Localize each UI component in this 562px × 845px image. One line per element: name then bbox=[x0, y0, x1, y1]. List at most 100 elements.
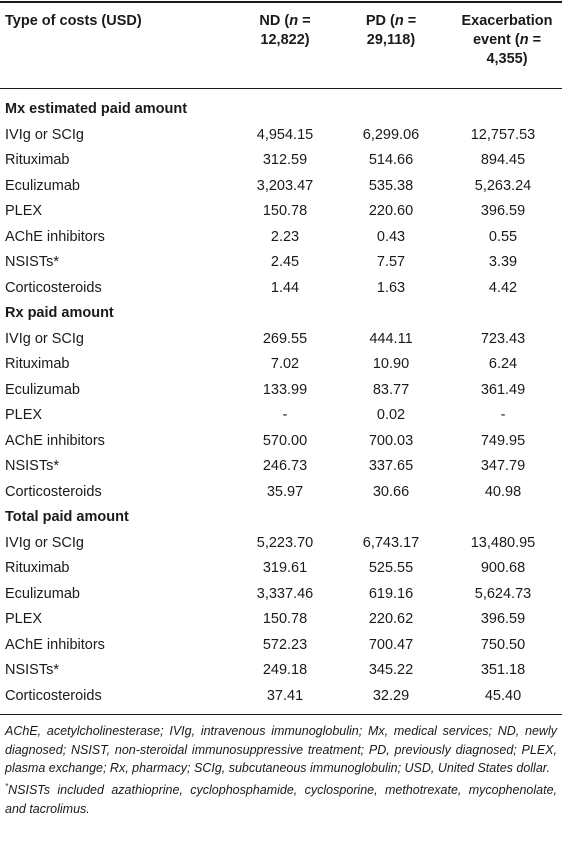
row-label: Rituximab bbox=[5, 560, 70, 576]
table-row: PLEX 150.78 220.62 396.59 bbox=[0, 609, 562, 635]
header-pd-n: n bbox=[394, 13, 404, 29]
cell-ex: 0.55 bbox=[488, 228, 518, 245]
cell-ex: 894.45 bbox=[480, 152, 526, 168]
abbreviations-footnote: AChE, acetylcholinesterase; IVIg, intrav… bbox=[5, 722, 557, 778]
cell-ex: 4.42 bbox=[488, 279, 518, 296]
cell-pd: 700.47 bbox=[368, 636, 414, 653]
header-exacerbation-count: 4,355) bbox=[486, 51, 528, 67]
row-label: NSISTs* bbox=[5, 254, 59, 270]
cell-nd: 2.45 bbox=[270, 254, 300, 270]
top-rule bbox=[0, 1, 562, 3]
cell-ex: 396.59 bbox=[480, 203, 526, 219]
cell-nd: 37.41 bbox=[266, 687, 304, 704]
cell-ex: 40.98 bbox=[484, 483, 522, 500]
row-label: PLEX bbox=[5, 407, 43, 423]
row-label: AChE inhibitors bbox=[5, 432, 105, 449]
cell-pd: 0.43 bbox=[376, 228, 406, 245]
table-row: Rituximab 312.59 514.66 894.45 bbox=[0, 150, 562, 176]
cell-pd: 514.66 bbox=[368, 152, 414, 168]
header-nd-prefix: ND ( bbox=[259, 13, 290, 29]
cell-pd: 7.57 bbox=[376, 254, 406, 270]
row-label: Rituximab bbox=[5, 152, 70, 168]
header-nd: ND (n = 12,822) bbox=[240, 12, 330, 50]
nsist-footnote-text: NSISTs included azathioprine, cyclophosp… bbox=[5, 783, 557, 816]
section-row: Mx estimated paid amount bbox=[0, 99, 562, 125]
cell-ex: 361.49 bbox=[480, 381, 526, 398]
row-label: IVIg or SCIg bbox=[5, 330, 84, 347]
header-nd-n: n bbox=[289, 13, 299, 29]
cell-nd: 7.02 bbox=[270, 356, 300, 372]
cell-nd: 246.73 bbox=[262, 458, 308, 474]
table-row: Rituximab 7.02 10.90 6.24 bbox=[0, 354, 562, 380]
table-row: NSISTs* 246.73 337.65 347.79 bbox=[0, 456, 562, 482]
cell-pd: 700.03 bbox=[368, 432, 414, 449]
cell-nd: 570.00 bbox=[262, 432, 308, 449]
table-row: AChE inhibitors 572.23 700.47 750.50 bbox=[0, 635, 562, 661]
header-exacerbation: Exacerbation event (n = 4,355) bbox=[452, 12, 562, 69]
table-row: Corticosteroids 35.97 30.66 40.98 bbox=[0, 482, 562, 508]
table-row: Eculizumab 133.99 83.77 361.49 bbox=[0, 380, 562, 406]
header-exacerbation-n: n bbox=[519, 32, 529, 48]
table-row: PLEX - 0.02 - bbox=[0, 405, 562, 431]
row-label: Corticosteroids bbox=[5, 279, 102, 296]
header-nd-count: 12,822) bbox=[260, 32, 310, 48]
section-row: Rx paid amount bbox=[0, 303, 562, 329]
cell-nd: 249.18 bbox=[262, 662, 308, 678]
row-label: Eculizumab bbox=[5, 177, 80, 194]
table-row: NSISTs* 2.45 7.57 3.39 bbox=[0, 252, 562, 278]
cell-nd: 150.78 bbox=[262, 611, 308, 627]
table-row: IVIg or SCIg 4,954.15 6,299.06 12,757.53 bbox=[0, 125, 562, 151]
cell-nd: 5,223.70 bbox=[256, 534, 314, 551]
row-label: PLEX bbox=[5, 203, 43, 219]
row-label: Corticosteroids bbox=[5, 687, 102, 704]
row-label: Corticosteroids bbox=[5, 483, 102, 500]
cell-pd: 345.22 bbox=[368, 662, 414, 678]
row-label: IVIg or SCIg bbox=[5, 126, 84, 143]
row-label: NSISTs* bbox=[5, 458, 59, 474]
cell-nd: 3,337.46 bbox=[256, 585, 314, 602]
cell-ex: 351.18 bbox=[480, 662, 526, 678]
header-pd-count: 29,118) bbox=[366, 32, 416, 48]
table-row: IVIg or SCIg 5,223.70 6,743.17 13,480.95 bbox=[0, 533, 562, 559]
row-label: NSISTs* bbox=[5, 662, 59, 678]
header-pd-prefix: PD ( bbox=[365, 13, 395, 29]
cell-pd: 619.16 bbox=[368, 585, 414, 602]
section-heading: Total paid amount bbox=[5, 509, 129, 525]
cell-ex: 900.68 bbox=[480, 560, 526, 576]
cell-ex: 5,624.73 bbox=[474, 585, 532, 602]
header-exacerbation-prefix: event ( bbox=[472, 32, 520, 48]
nsist-footnote-marker: * bbox=[5, 782, 9, 791]
cell-nd: 319.61 bbox=[262, 560, 308, 576]
header-pd-suffix: = bbox=[403, 13, 417, 29]
cell-pd: 6,299.06 bbox=[362, 126, 420, 143]
cell-nd: 572.23 bbox=[262, 636, 308, 653]
row-label: AChE inhibitors bbox=[5, 228, 105, 245]
cell-pd: 32.29 bbox=[372, 687, 410, 704]
cell-nd: 35.97 bbox=[266, 483, 304, 500]
cell-nd: 4,954.15 bbox=[256, 126, 314, 143]
cell-nd: 2.23 bbox=[270, 228, 300, 245]
cell-nd: - bbox=[282, 407, 288, 423]
row-label: IVIg or SCIg bbox=[5, 534, 84, 551]
cell-ex: 3.39 bbox=[488, 254, 518, 270]
table-body: Mx estimated paid amount IVIg or SCIg 4,95… bbox=[0, 99, 562, 711]
row-label: Rituximab bbox=[5, 356, 70, 372]
cell-ex: 396.59 bbox=[480, 611, 526, 627]
cell-ex: 13,480.95 bbox=[470, 534, 536, 551]
header-exacerbation-title: Exacerbation bbox=[461, 13, 553, 29]
cell-nd: 1.44 bbox=[270, 279, 300, 296]
cell-ex: 749.95 bbox=[480, 432, 526, 449]
cell-ex: 750.50 bbox=[480, 636, 526, 653]
nsist-footnote: *NSISTs included azathioprine, cyclophos… bbox=[5, 778, 557, 818]
cell-pd: 83.77 bbox=[372, 381, 410, 398]
cell-ex: 5,263.24 bbox=[474, 177, 532, 194]
section-row: Total paid amount bbox=[0, 507, 562, 533]
table-row: AChE inhibitors 570.00 700.03 749.95 bbox=[0, 431, 562, 457]
cell-pd: 30.66 bbox=[372, 483, 410, 500]
table-row: Eculizumab 3,203.47 535.38 5,263.24 bbox=[0, 176, 562, 202]
bottom-rule bbox=[0, 714, 562, 715]
header-pd: PD (n = 29,118) bbox=[346, 12, 436, 50]
table-row: NSISTs* 249.18 345.22 351.18 bbox=[0, 660, 562, 686]
cell-pd: 6,743.17 bbox=[362, 534, 420, 551]
